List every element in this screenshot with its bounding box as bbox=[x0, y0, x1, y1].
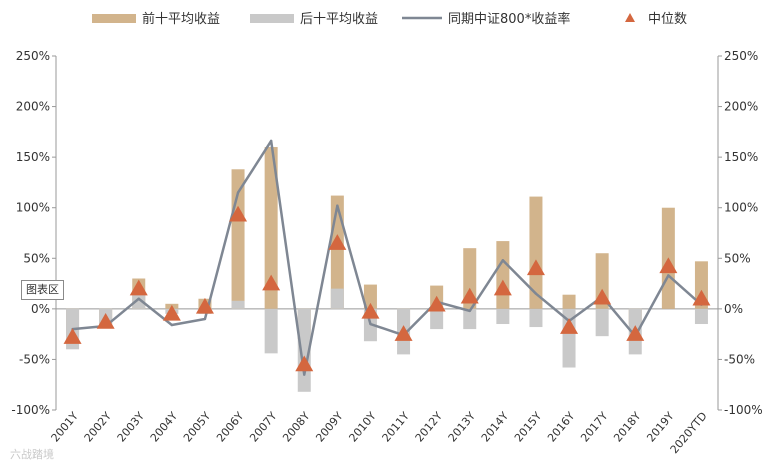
x-tick-label: 2010Y bbox=[346, 409, 378, 444]
chart-area-tag: 图表区 bbox=[21, 280, 64, 300]
y-tick-label-left: 100% bbox=[16, 201, 50, 215]
bar-bottom10 bbox=[430, 308, 444, 330]
csi800-point bbox=[667, 274, 670, 277]
bars-layer bbox=[66, 147, 708, 392]
x-tick-label: 2014Y bbox=[479, 409, 511, 444]
x-tick-label: 2004Y bbox=[148, 409, 180, 444]
x-tick-label: 2011Y bbox=[380, 409, 412, 444]
median-marker bbox=[626, 325, 645, 341]
legend-label: 同期中证800*收益率 bbox=[448, 11, 570, 27]
median-marker bbox=[560, 318, 579, 334]
bar-top10 bbox=[562, 294, 576, 309]
legend-swatch-bar bbox=[92, 14, 136, 23]
bar-bottom10 bbox=[330, 288, 344, 309]
y-tick-label-left: -50% bbox=[19, 352, 50, 366]
y-tick-label-right: 250% bbox=[724, 49, 758, 63]
median-marker bbox=[361, 302, 380, 319]
csi800-point bbox=[203, 317, 207, 321]
bar-bottom10 bbox=[231, 300, 245, 309]
csi800-point bbox=[501, 259, 505, 262]
bar-bottom10 bbox=[529, 308, 543, 328]
y-tick-label-right: 200% bbox=[724, 100, 758, 114]
y-tick-label-right: 0% bbox=[724, 302, 743, 316]
legend-label: 前十平均收益 bbox=[142, 11, 220, 27]
median-marker bbox=[460, 287, 479, 304]
bar-bottom10 bbox=[595, 308, 609, 337]
legend-label: 后十平均收益 bbox=[300, 12, 378, 27]
bar-bottom10 bbox=[132, 293, 146, 309]
csi800-point bbox=[137, 297, 140, 300]
median-marker bbox=[692, 289, 711, 306]
median-marker bbox=[328, 234, 347, 250]
x-tick-label: 2001Y bbox=[49, 409, 81, 444]
x-tick-label: 2012Y bbox=[413, 409, 445, 444]
watermark: 六战踏境 bbox=[10, 448, 54, 461]
y-tick-label-right: -100% bbox=[724, 403, 763, 417]
markers-layer bbox=[63, 205, 711, 372]
bar-top10 bbox=[363, 284, 377, 309]
y-tick-label-left: 200% bbox=[16, 100, 50, 114]
median-marker bbox=[129, 279, 148, 296]
median-marker bbox=[593, 288, 612, 305]
bar-top10 bbox=[496, 241, 510, 309]
bar-bottom10 bbox=[463, 308, 477, 330]
x-tick-label: 2017Y bbox=[578, 409, 610, 444]
y-tick-label-right: 150% bbox=[724, 150, 758, 164]
median-marker bbox=[162, 304, 181, 321]
bar-bottom10 bbox=[694, 308, 708, 325]
x-tick-label: 2013Y bbox=[446, 409, 478, 444]
x-tick-label: 2005Y bbox=[181, 409, 213, 444]
bar-bottom10 bbox=[496, 308, 510, 325]
axes: -100% -100% -50% -50% 0% 0% 50% 50% 100% 100% 150%… bbox=[11, 49, 762, 417]
x-tick-label: 2015Y bbox=[512, 409, 544, 444]
legend-swatch-bar bbox=[250, 14, 294, 23]
median-marker bbox=[295, 355, 314, 372]
legend-label: 中位数 bbox=[648, 12, 687, 27]
median-marker bbox=[96, 313, 115, 329]
csi800-point bbox=[336, 204, 339, 207]
median-marker bbox=[659, 257, 678, 274]
bar-top10 bbox=[231, 169, 245, 309]
x-tick-label: 2016Y bbox=[545, 409, 577, 444]
x-tick-label: 2006Y bbox=[214, 409, 246, 444]
y-tick-label-left: 150% bbox=[16, 150, 50, 164]
y-tick-label-right: -50% bbox=[724, 352, 755, 366]
median-marker bbox=[262, 274, 281, 291]
median-marker bbox=[229, 205, 248, 222]
y-tick-label-left: -100% bbox=[11, 403, 50, 417]
y-tick-label-left: 250% bbox=[16, 49, 50, 63]
median-marker bbox=[195, 297, 214, 314]
bar-bottom10 bbox=[264, 308, 278, 354]
median-marker bbox=[526, 259, 545, 276]
x-tick-label: 2018Y bbox=[611, 409, 643, 444]
x-tick-label: 2007Y bbox=[247, 409, 279, 444]
y-tick-label-left: 0% bbox=[31, 302, 50, 316]
csi800-point bbox=[369, 322, 372, 326]
bar-bottom10 bbox=[562, 308, 576, 368]
median-marker bbox=[394, 325, 413, 341]
bar-top10 bbox=[264, 147, 278, 309]
bar-top10 bbox=[529, 196, 543, 309]
csi800-point bbox=[534, 292, 538, 295]
y-tick-label-left: 50% bbox=[23, 251, 50, 265]
median-marker bbox=[493, 279, 512, 296]
legend-swatch-marker bbox=[625, 13, 635, 22]
x-tick-label: 2019Y bbox=[644, 409, 676, 444]
csi800-point bbox=[170, 323, 174, 327]
csi800-point bbox=[236, 191, 240, 194]
csi800-point bbox=[303, 373, 306, 376]
x-tick-labels: 2001Y 2002Y 2003Y 2004Y 2005Y 2006Y 2007Y 2008Y… bbox=[49, 409, 710, 456]
csi800-point bbox=[269, 139, 273, 143]
legend: 前十平均收益 后十平均收益 同期中证800*收益率 中位数 bbox=[92, 11, 687, 27]
y-tick-label-right: 50% bbox=[724, 251, 751, 265]
y-tick-label-right: 100% bbox=[724, 201, 758, 215]
median-marker bbox=[427, 295, 446, 312]
csi800-point bbox=[468, 309, 471, 313]
median-marker bbox=[63, 328, 82, 344]
x-tick-label: 2009Y bbox=[313, 409, 345, 444]
x-tick-label: 2002Y bbox=[82, 409, 114, 444]
x-tick-label: 2008Y bbox=[280, 409, 312, 444]
x-tick-label: 2003Y bbox=[115, 409, 147, 444]
